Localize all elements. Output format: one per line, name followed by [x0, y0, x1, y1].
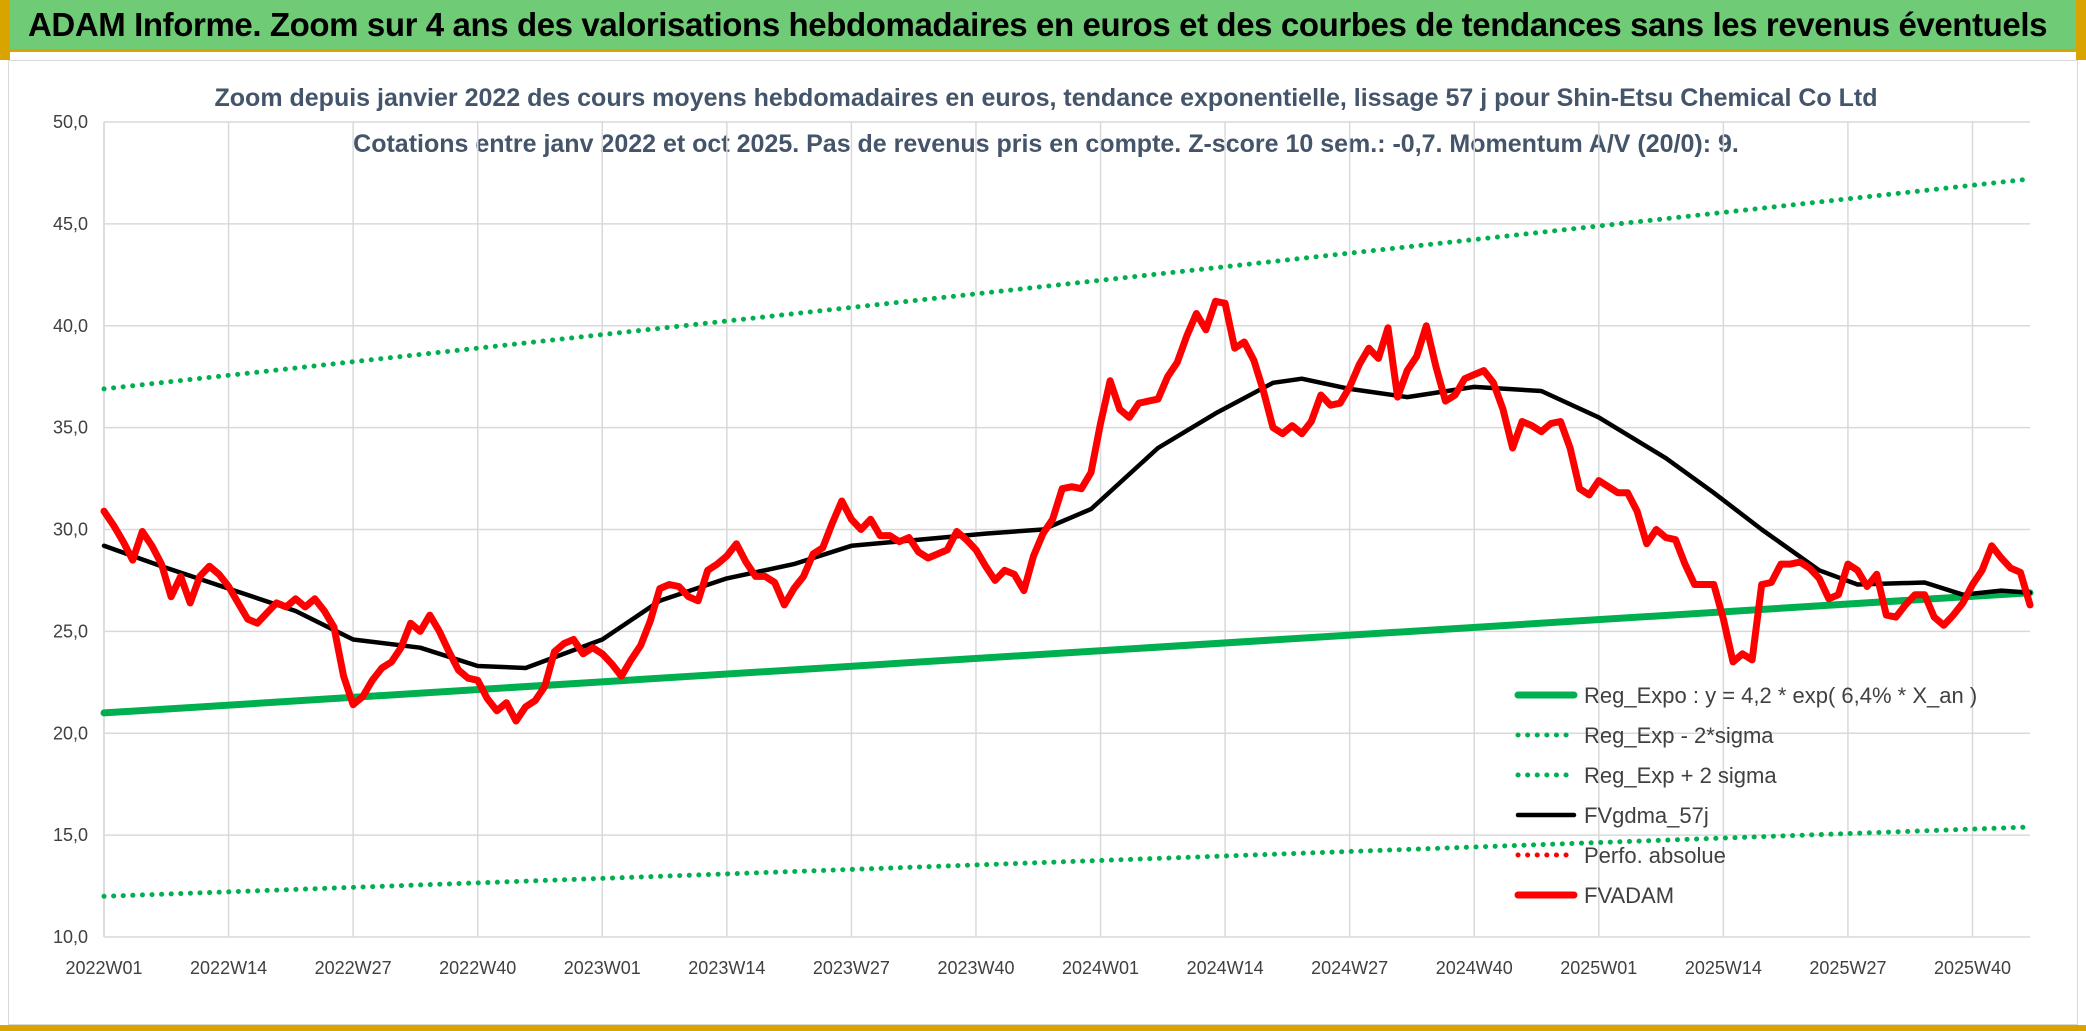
y-tick-label: 15,0 [53, 825, 88, 845]
legend: Reg_Expo : y = 4,2 * exp( 6,4% * X_an ) R… [1514, 683, 1977, 908]
y-tick-label: 30,0 [53, 520, 88, 540]
y-tick-label: 20,0 [53, 723, 88, 743]
series-line-fvadam [100, 297, 2034, 725]
banner-left-edge [0, 0, 10, 60]
x-tick-label: 2025W01 [1560, 958, 1637, 978]
x-tick-label: 2023W40 [937, 958, 1014, 978]
y-tick-label: 25,0 [53, 621, 88, 641]
y-axis-ticks: 10,0 15,0 20,0 25,0 30,0 35,0 40,0 45,0 50,0 [53, 112, 88, 947]
x-tick-label: 2024W27 [1311, 958, 1388, 978]
legend-label: Reg_Expo : y = 4,2 * exp( 6,4% * X_an ) [1584, 683, 1977, 708]
series-line-reg_exp [101, 824, 2033, 899]
x-tick-label: 2022W40 [439, 958, 516, 978]
chart-subtitle: Cotations entre janv 2022 et oct 2025. P… [353, 130, 1739, 158]
legend-label: Perfo. absolue [1584, 843, 1726, 868]
series-line-fvgdma_57j [101, 376, 2033, 671]
y-tick-label: 40,0 [53, 316, 88, 336]
x-tick-label: 2025W40 [1934, 958, 2011, 978]
banner-right-edge [2076, 0, 2086, 60]
x-tick-label: 2025W14 [1685, 958, 1762, 978]
legend-label: Reg_Exp + 2 sigma [1584, 763, 1777, 788]
legend-label: FVADAM [1584, 883, 1674, 908]
legend-label: Reg_Exp - 2*sigma [1584, 723, 1774, 748]
x-tick-label: 2023W27 [813, 958, 890, 978]
series-lines [100, 176, 2034, 899]
series-line-reg_expo [100, 589, 2034, 717]
x-tick-label: 2022W01 [65, 958, 142, 978]
bottom-accent-line [0, 1025, 2086, 1031]
x-tick-label: 2024W01 [1062, 958, 1139, 978]
y-tick-label: 10,0 [53, 927, 88, 947]
x-tick-label: 2024W40 [1436, 958, 1513, 978]
x-axis-ticks: 2022W01 2022W14 2022W27 2022W40 2023W01 2023W… [65, 958, 2011, 978]
series-line-reg_exp [101, 176, 2033, 392]
x-tick-label: 2025W27 [1809, 958, 1886, 978]
legend-label: FVgdma_57j [1584, 803, 1709, 828]
report-header-banner: ADAM Informe. Zoom sur 4 ans des valoris… [0, 0, 2076, 52]
gridlines [103, 121, 2030, 938]
y-tick-label: 35,0 [53, 418, 88, 438]
x-tick-label: 2022W27 [315, 958, 392, 978]
x-tick-label: 2023W14 [688, 958, 765, 978]
chart-title: Zoom depuis janvier 2022 des cours moyen… [215, 84, 1878, 112]
y-tick-label: 50,0 [53, 112, 88, 132]
x-tick-label: 2024W14 [1187, 958, 1264, 978]
report-header-title: ADAM Informe. Zoom sur 4 ans des valoris… [28, 5, 2048, 43]
x-tick-label: 2022W14 [190, 958, 267, 978]
x-tick-label: 2023W01 [564, 958, 641, 978]
y-tick-label: 45,0 [53, 214, 88, 234]
